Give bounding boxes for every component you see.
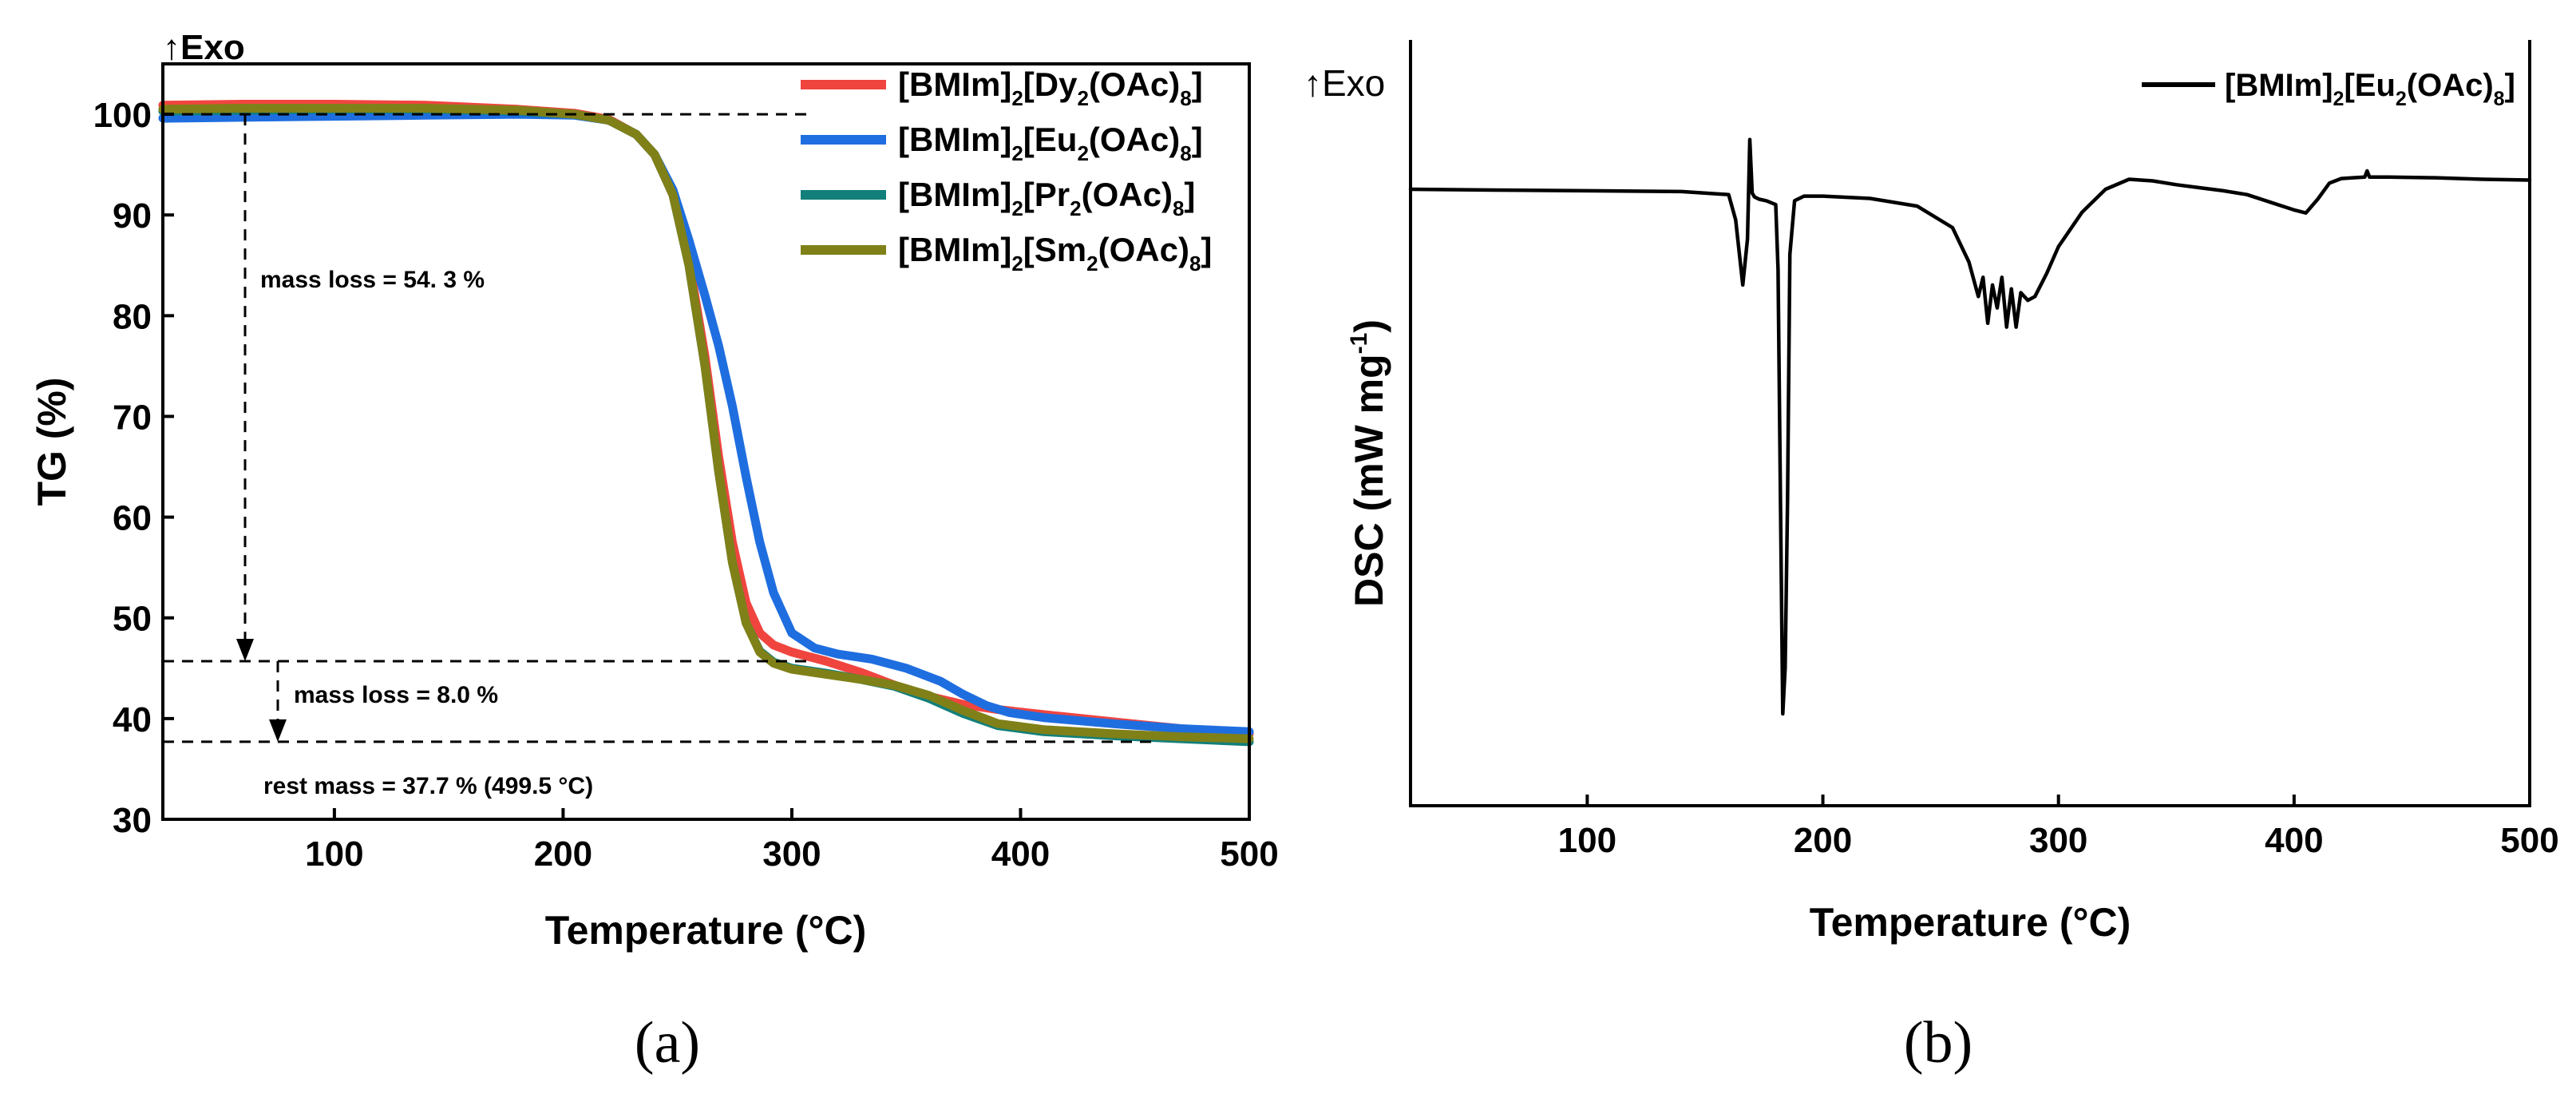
arrow-head-1 <box>236 638 254 661</box>
dsc-x-tick-label: 300 <box>2029 821 2087 860</box>
legend-label-dy: [BMIm]2[Dy2(OAc)8] <box>898 65 1203 110</box>
tg-x-tick-label: 100 <box>305 834 363 874</box>
dsc-series-line-0 <box>1408 137 2532 716</box>
dsc-y-axis-title: DSC (mW mg-1) <box>1346 319 1391 607</box>
dsc-legend: [BMIm]2[Eu2(OAc)8] <box>2142 68 2515 110</box>
tg-x-tick-label: 300 <box>762 834 821 874</box>
arrow-head-2 <box>269 719 287 742</box>
tg-x-tick-label: 200 <box>534 834 592 874</box>
dsc-x-tick-label: 100 <box>1558 821 1616 860</box>
dsc-data-series <box>1408 137 2532 716</box>
tg-series-line-3 <box>158 104 1254 743</box>
tg-y-tick-label: 90 <box>113 196 152 236</box>
exo-label-b: ↑Exo <box>1304 62 1385 104</box>
tg-y-tick-label: 100 <box>93 96 152 135</box>
tg-x-tick-label: 500 <box>1220 834 1278 874</box>
legend-label-pr: [BMIm]2[Pr2(OAc)8] <box>898 176 1195 220</box>
tg-y-tick-label: 60 <box>113 499 152 538</box>
annotation-mass-loss-1: mass loss = 54. 3 % <box>260 267 485 293</box>
tg-y-tick-label: 70 <box>113 398 152 437</box>
legend-label-dsc: [BMIm]2[Eu2(OAc)8] <box>2225 68 2515 110</box>
exo-label-a: ↑Exo <box>163 28 245 67</box>
annotation-mass-loss-2: mass loss = 8.0 % <box>294 682 498 708</box>
tg-x-axis-title: Temperature (°C) <box>545 908 866 953</box>
dsc-axis-ticks: 100 200 300 400 500 <box>1558 795 2559 860</box>
tg-plot-frame <box>161 62 1251 821</box>
legend-entry-dy: [BMIm]2[Dy2(OAc)8] <box>801 65 1203 110</box>
panel-label-a: (a) <box>635 1010 700 1076</box>
tg-data-series <box>158 100 1254 747</box>
dsc-x-axis-title: Temperature (°C) <box>1810 900 2131 945</box>
panel-b: ↑Exo 100 200 300 400 500 [BMIm]2[Eu2(OAc)8] … <box>1304 40 2559 1076</box>
dsc-plot-frame <box>1409 40 2531 807</box>
tg-y-tick-label: 50 <box>113 600 152 639</box>
tg-y-axis-title: TG (%) <box>30 377 74 505</box>
dsc-x-tick-label: 500 <box>2500 821 2558 860</box>
panel-label-b: (b) <box>1904 1010 1973 1076</box>
legend-label-eu: [BMIm]2[Eu2(OAc)8] <box>898 121 1203 165</box>
legend-entry-eu: [BMIm]2[Eu2(OAc)8] <box>801 121 1203 165</box>
dsc-x-tick-label: 200 <box>1794 821 1852 860</box>
tg-legend: [BMIm]2[Dy2(OAc)8] [BMIm]2[Eu2(OAc)8] [B… <box>801 65 1212 275</box>
legend-label-sm: [BMIm]2[Sm2(OAc)8] <box>898 231 1212 275</box>
tg-axis-ticks: 100 200 300 400 500 30 40 50 60 70 80 90 100 <box>93 96 1279 874</box>
legend-entry-sm: [BMIm]2[Sm2(OAc)8] <box>801 231 1212 275</box>
tg-y-tick-label: 30 <box>113 801 152 840</box>
legend-entry-pr: [BMIm]2[Pr2(OAc)8] <box>801 176 1195 220</box>
tg-y-tick-label: 40 <box>113 700 152 739</box>
dsc-x-tick-label: 400 <box>2265 821 2323 860</box>
panel-a: ↑Exo 100 200 300 400 500 30 40 50 60 70 80 90 100 ma… <box>30 28 1279 1076</box>
annotation-rest-mass: rest mass = 37.7 % (499.5 °C) <box>263 773 593 799</box>
tg-y-tick-label: 80 <box>113 297 152 336</box>
tg-x-tick-label: 400 <box>991 834 1050 874</box>
